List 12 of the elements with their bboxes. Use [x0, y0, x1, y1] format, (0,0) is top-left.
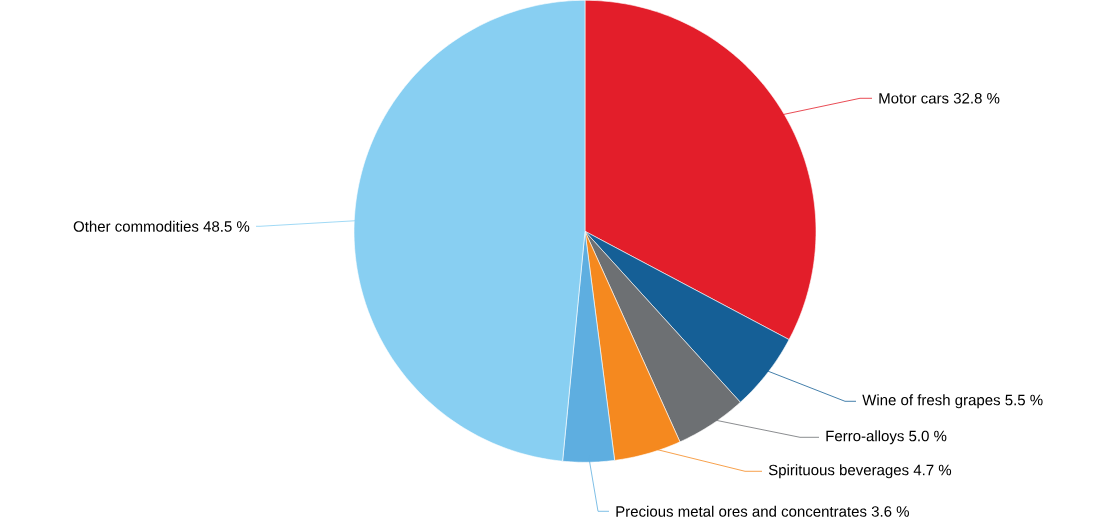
data-label: 3.6 %: [871, 506, 909, 517]
slice-label: Motor cars: [879, 92, 949, 104]
data-label: 5.0 %: [909, 430, 947, 442]
slice-label: Spirituous beverages: [768, 464, 909, 479]
data-label: 5.5 %: [1005, 394, 1043, 406]
data-label: 32.8 %: [953, 92, 1000, 104]
data-label: 4.7 %: [913, 464, 952, 476]
slice-label: Other commodities: [73, 220, 199, 232]
slice-label: Ferro-alloys: [826, 430, 904, 445]
slice-label: Precious metal ores and concentrates: [616, 505, 867, 517]
data-label: 48.5 %: [203, 221, 250, 232]
slice-label: Wine of fresh grapes: [862, 394, 1001, 409]
